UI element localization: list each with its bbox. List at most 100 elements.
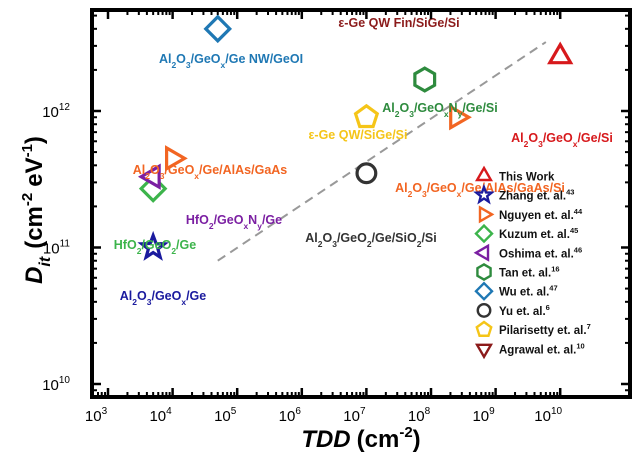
annotation-this-work: Al2O3/GeOx/Ge/Si: [511, 131, 613, 149]
legend-label-oshima-et-al: Oshima et. al.46: [499, 245, 582, 260]
legend-label-zhang-et-al: Zhang et. al.43: [499, 188, 574, 203]
annotation-part: Al: [511, 131, 524, 145]
y-axis-label-exp1: -2: [19, 193, 36, 206]
y-axis-label-unit1: (cm: [21, 206, 48, 249]
annotation-part: /GeO: [337, 231, 367, 245]
x-tick-label-9-base: 10: [472, 408, 489, 425]
annotation-wu-et-al: Al2O3/GeOx/Ge NW/GeOI: [159, 52, 303, 70]
marker-zhang-et-al: [137, 230, 169, 261]
annotation-part: /GeO: [214, 213, 244, 227]
x-axis-label: TDD (cm-2): [301, 424, 420, 453]
legend-marker-nguyen-et-al: [478, 205, 495, 224]
annotation-part: O: [322, 231, 332, 245]
annotation-part: 3: [538, 139, 543, 149]
marker-tan-et-al: [413, 66, 437, 93]
annotation-part: Al: [305, 231, 318, 245]
marker-yu-et-al: [355, 162, 378, 185]
legend-label-nguyen-et-al: Nguyen et. al.44: [499, 207, 583, 222]
annotation-part: x: [457, 189, 462, 199]
legend-marker-pilarisetty-et-al: [475, 320, 493, 337]
annotation-part: 3: [186, 60, 191, 70]
legend-ref: 47: [549, 284, 557, 293]
annotation-part: O: [176, 52, 186, 66]
legend-ref: 46: [574, 245, 582, 254]
legend-marker-agrawal-et-al: [474, 343, 494, 360]
legend-name: This Work: [499, 172, 555, 184]
y-tick-label-10-exponent: 10: [59, 375, 71, 386]
y-tick-label-10: 1010: [42, 375, 70, 394]
annotation-part: 3: [332, 239, 337, 249]
x-tick-label-7: 107: [343, 406, 366, 425]
annotation-part: O: [137, 289, 147, 303]
y-axis-label-close: ): [21, 136, 48, 144]
legend-marker-this-work: [474, 165, 494, 182]
trend-line-dashed: [217, 41, 547, 262]
annotation-nguyen-et-al-1: Al2O3/GeOx/Ge/AlAs/GaAs: [133, 163, 288, 181]
marker-nguyen-et-al-1: [165, 145, 188, 172]
legend-ref: 43: [566, 188, 574, 197]
legend-name: Wu et. al.: [499, 287, 549, 299]
legend-name: Pilarisetty et. al.: [499, 325, 587, 337]
annotation-part: x: [221, 60, 226, 70]
x-tick-label-9-exponent: 9: [489, 406, 495, 417]
x-tick-label-8: 108: [408, 406, 431, 425]
annotation-part: Al: [395, 181, 408, 195]
annotation-part: 2: [171, 246, 176, 256]
x-tick-label-7-base: 10: [343, 408, 360, 425]
annotation-part: x: [573, 139, 578, 149]
legend-name: Nguyen et. al.: [499, 210, 574, 222]
legend-name: Kuzum et. al.: [499, 229, 570, 241]
x-tick-label-6: 106: [279, 406, 302, 425]
legend-ref: 10: [576, 341, 584, 350]
annotation-part: /Ge NW/GeOI: [225, 52, 303, 66]
annotation-part: 2: [132, 297, 137, 307]
legend: This Work Zhang et. al.43 Nguyen et. al.44…: [473, 165, 591, 360]
annotation-part: /Ge/AlAs/GaAs: [199, 163, 287, 177]
annotation-part: 2: [137, 246, 142, 256]
annotation-pilarisetty-et-al: ε-Ge QW/SiGe/Si: [308, 128, 407, 142]
annotation-part: O: [528, 131, 538, 145]
legend-marker-oshima-et-al: [473, 243, 490, 262]
x-tick-label-4-exponent: 4: [166, 406, 172, 417]
x-tick-label-5-base: 10: [214, 408, 231, 425]
annotation-part: Al: [159, 52, 172, 66]
annotation-oshima-et-al: HfO2/GeOxNy/Ge: [186, 213, 282, 231]
y-tick-label-10-base: 10: [42, 377, 59, 394]
trend-line: [217, 41, 547, 262]
annotation-part: 2: [395, 109, 400, 119]
x-tick-label-5: 105: [214, 406, 237, 425]
annotation-tan-et-al: Al2O3/GeOxNy/Ge/Si: [382, 101, 498, 119]
x-axis-label-exp: -2: [399, 424, 412, 441]
annotation-part: O: [150, 163, 160, 177]
legend-ref: 45: [570, 226, 578, 235]
annotation-part: y: [257, 221, 262, 231]
annotation-part: 2: [417, 239, 422, 249]
axis-labels: TDD (cm-2)Dit(cm-2eV-1): [19, 136, 421, 453]
annotation-part: x: [194, 171, 199, 181]
annotation-part: x: [181, 297, 186, 307]
annotation-yu-et-al: Al2O3/GeO2/Ge/SiO2/Si: [305, 231, 437, 249]
annotation-kuzum-et-al: HfO2/GeO2/Ge: [114, 238, 196, 256]
annotations: Al2O3/GeOx/Ge/SiAl2O3/GeOx/GeAl2O3/GeOx/…: [114, 16, 613, 307]
legend-label-wu-et-al: Wu et. al.47: [499, 284, 558, 299]
annotation-part: 2: [209, 221, 214, 231]
legend-label-yu-et-al: Yu et. al.6: [499, 303, 550, 318]
annotation-part: /GeO: [543, 131, 573, 145]
x-tick-label-3-base: 10: [85, 408, 102, 425]
x-tick-label-8-exponent: 8: [425, 406, 431, 417]
legend-label-this-work: This Work: [499, 172, 555, 184]
annotation-zhang-et-al: Al2O3/GeOx/Ge: [120, 289, 207, 307]
annotation-part: x: [243, 221, 248, 231]
marker-this-work: [547, 41, 574, 65]
legend-ref: 7: [587, 322, 591, 331]
axis-ticks: 1031041051061071081091010101010111012101…: [42, 10, 630, 425]
y-tick-label-11-base: 10: [43, 241, 60, 258]
x-axis-label-unit: (cm: [357, 426, 400, 453]
annotation-part: O: [412, 181, 422, 195]
x-tick-label-4-base: 10: [149, 408, 166, 425]
annotation-part: /GeO: [164, 163, 194, 177]
legend-name: Agrawal et. al.: [499, 344, 576, 356]
y-tick-label-12: 1012: [42, 102, 70, 121]
annotation-part: /Si: [421, 231, 436, 245]
annotation-part: O: [399, 101, 409, 115]
